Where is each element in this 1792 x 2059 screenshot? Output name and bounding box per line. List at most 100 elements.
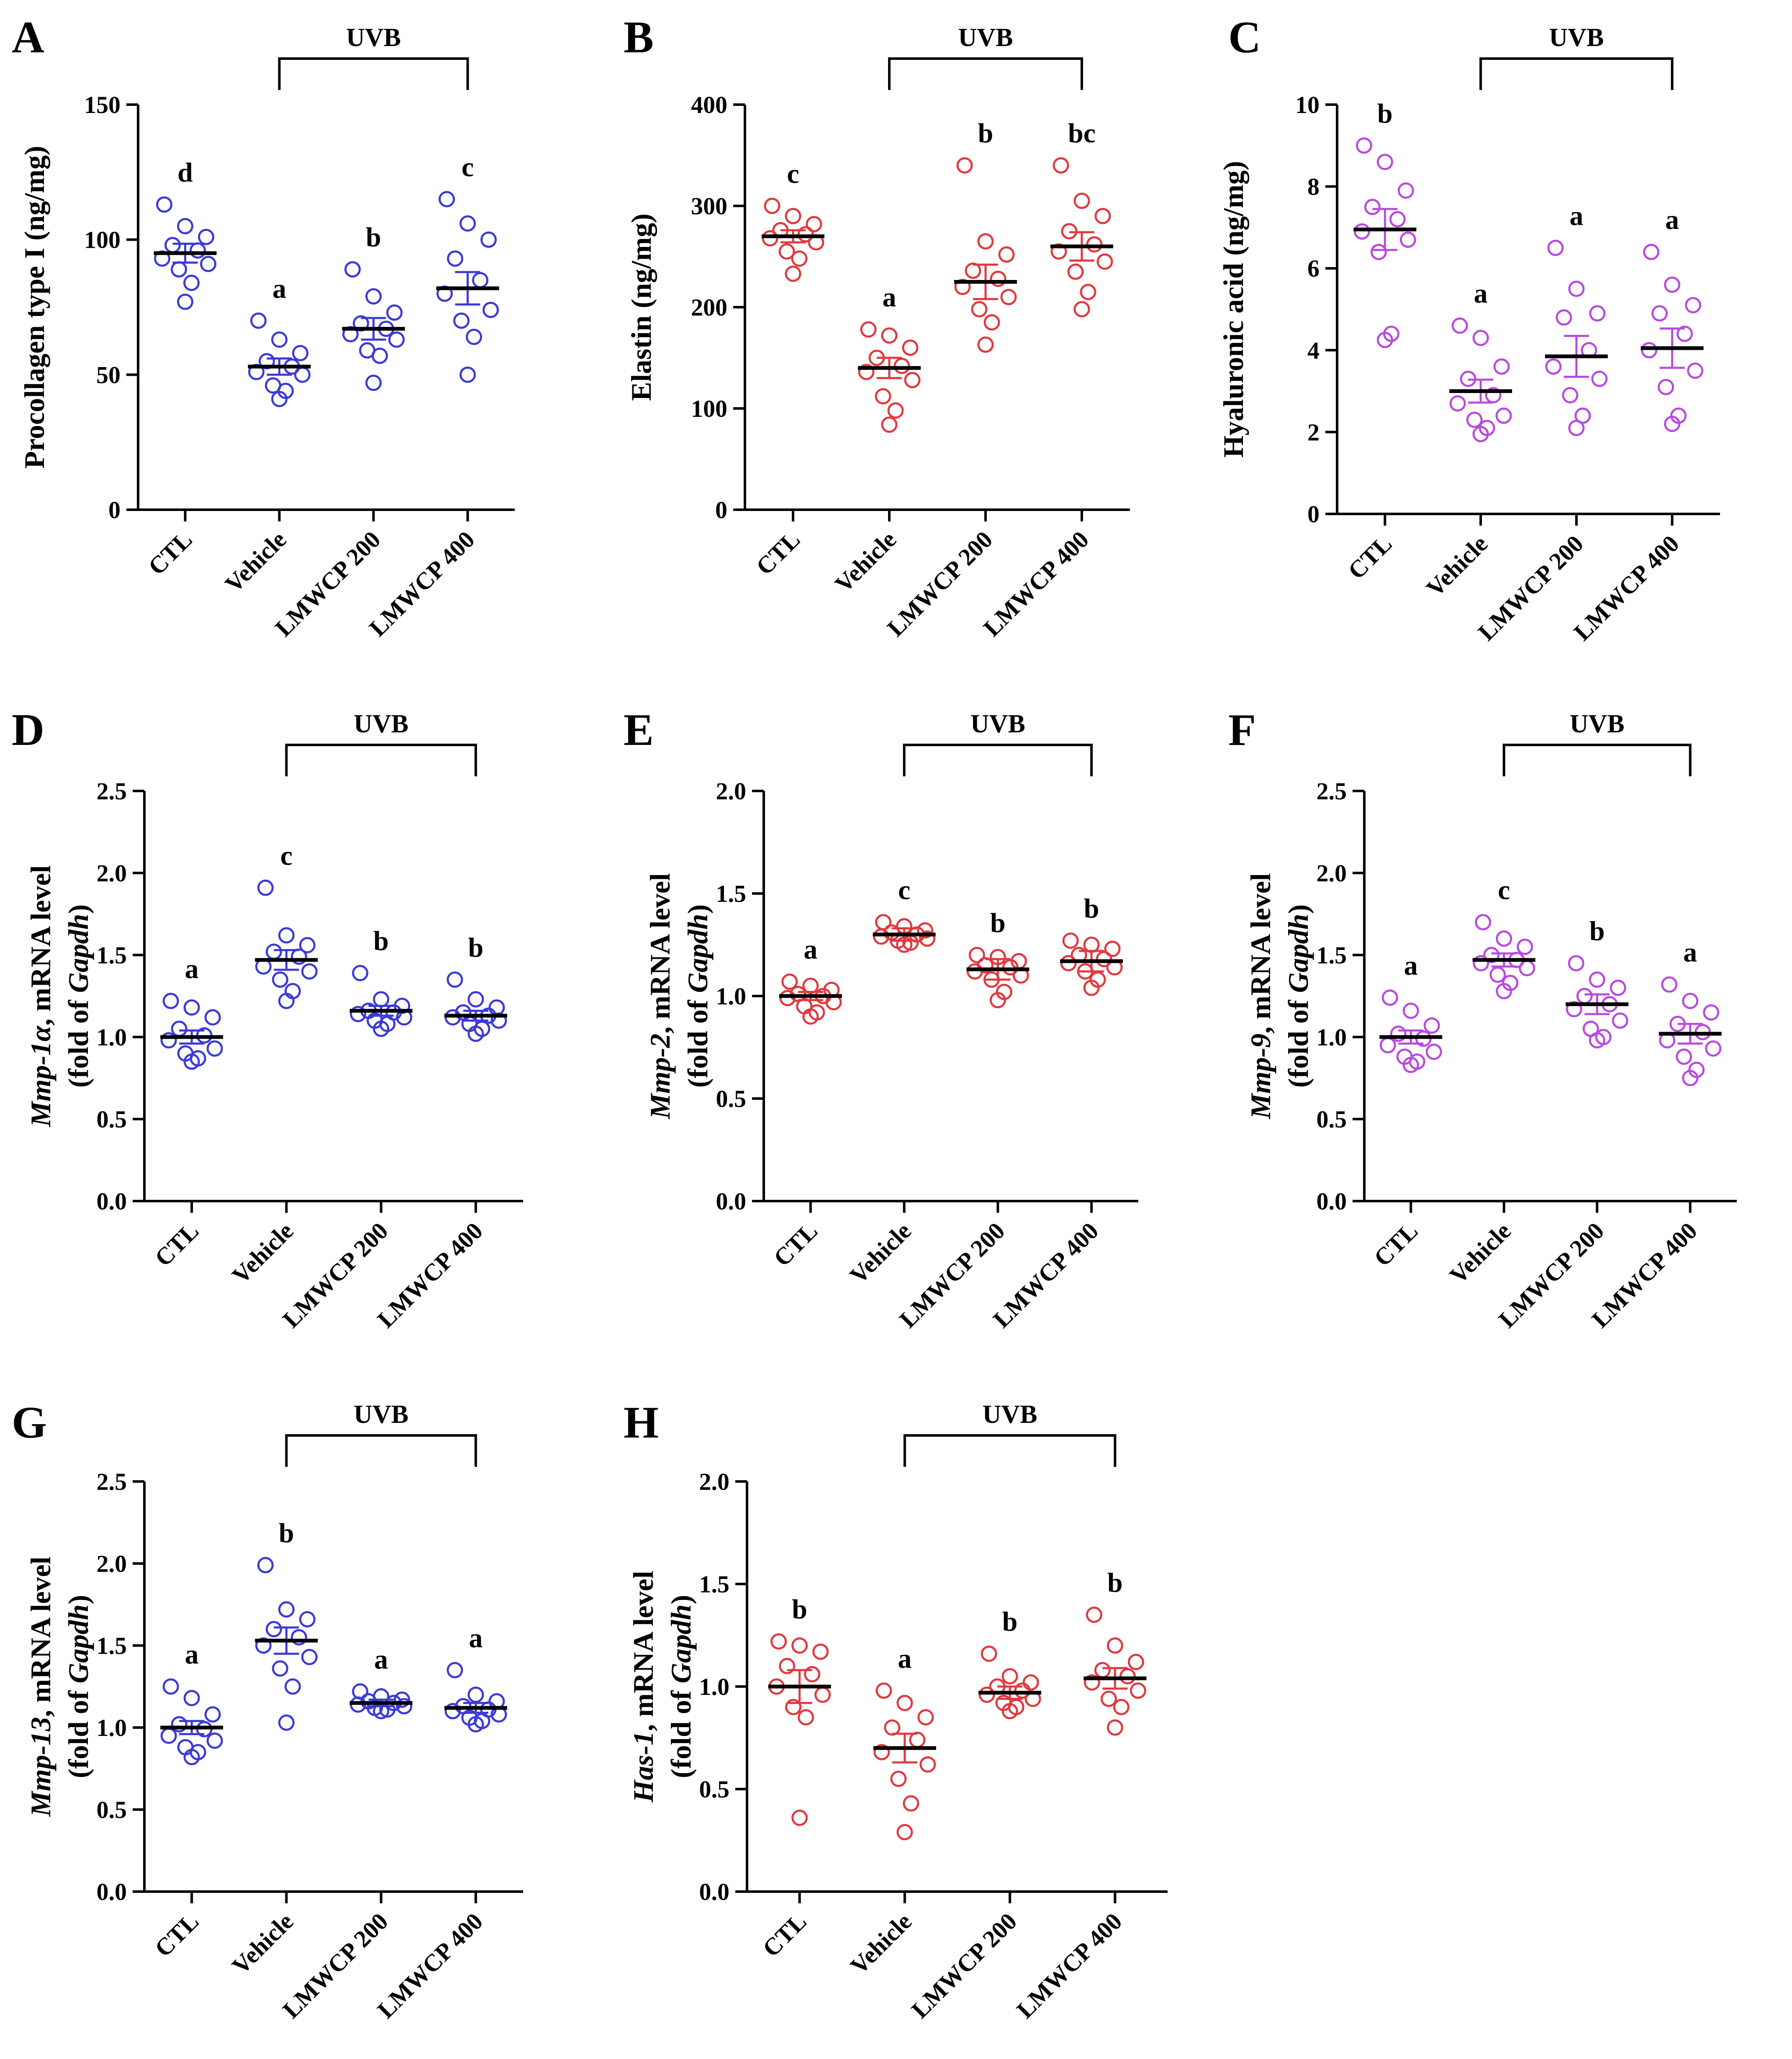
data-point [977,233,994,250]
data-point [447,1662,463,1679]
data-point [1083,1674,1100,1691]
y-tick-label: 1.5 [1317,942,1347,969]
panel-h: H 0.0 0.5 1.0 1.5 2.0 Has-1, mRNA level (fold o… [624,1398,1168,2023]
significance-letter: b [1084,893,1099,924]
data-point [1489,966,1506,983]
uvb-label: UVB [1549,23,1604,52]
data-point [1073,193,1090,209]
data-point [1094,208,1111,224]
data-point [160,1032,177,1049]
data-point [896,1694,913,1711]
data-point [480,231,497,248]
data-point [1664,276,1681,293]
significance-letter: b [279,1518,294,1548]
data-point [802,1008,819,1025]
data-point [1022,1674,1039,1691]
group-2: b [349,926,413,1037]
data-point [968,947,985,963]
data-point [1001,1668,1018,1684]
group-3: a [444,1623,507,1733]
x-tick-label: Vehicle [1421,530,1493,602]
data-point [204,1009,221,1026]
data-point [1612,1012,1628,1029]
x-tick-label: CTL [149,1217,204,1271]
data-point [804,1666,821,1683]
significance-letter: a [185,954,199,984]
data-point [352,965,369,981]
significance-letter: a [898,1643,911,1674]
group-2: b [954,118,1017,353]
data-point [290,1629,307,1646]
data-point [1495,407,1512,424]
x-tick-label: LMWCP 200 [906,1908,1022,2023]
significance-letter: d [177,157,193,188]
group-3: a [1658,937,1722,1086]
data-point [373,1020,390,1037]
y-tick-label: 0.0 [699,1878,730,1905]
data-point [386,304,403,321]
data-point [919,930,936,947]
y-axis-label: Mmp-13, mRNA level [25,1556,56,1817]
panel-letter: C [1228,13,1261,62]
data-point [1466,411,1483,428]
group-0: b [1353,98,1417,348]
significance-letter: a [374,1644,388,1675]
data-point [1610,979,1626,996]
uvb-label: UVB [354,710,408,738]
x-tick-label: CTL [149,1908,204,1962]
data-point [781,973,798,990]
data-point [164,237,181,254]
data-point [785,1699,802,1715]
panel-letter: E [624,705,654,755]
data-point [372,347,388,364]
y-tick-label: 2 [1307,418,1320,446]
data-point [350,1006,367,1022]
data-point [1127,1653,1144,1670]
data-point [806,216,822,233]
y-tick-label: 300 [691,193,727,220]
y-axis-label: Hyaluronic acid (ng/mg) [1217,161,1249,458]
y-tick-label: 150 [84,91,121,118]
x-tick-label: CTL [751,526,805,580]
y-tick-label: 2.0 [699,1468,730,1495]
y-tick-label: 2.0 [716,778,747,805]
data-point [1661,976,1678,993]
data-point [1053,157,1069,174]
data-point [1556,309,1572,326]
data-point [903,1795,919,1812]
data-point [1014,1682,1031,1699]
data-point [1591,370,1608,387]
data-point [460,366,476,383]
significance-letter: a [1683,937,1697,968]
group-1: c [255,840,318,1009]
data-point [439,191,455,208]
x-tick-label: Vehicle [227,1908,299,1979]
data-point [1566,1001,1582,1017]
data-point [388,331,405,348]
data-point [1389,211,1406,228]
data-point [294,366,311,383]
significance-letter: bc [1068,118,1096,149]
data-point [1451,317,1468,334]
data-point [779,1658,796,1674]
data-point [284,1678,301,1695]
panel-e: E 0.0 0.5 1.0 1.5 2.0 Mmp-2, mRNA level(fold o… [624,705,1138,1333]
data-point [785,265,801,282]
data-point [394,1691,411,1708]
data-point [1483,947,1500,963]
significance-letter: b [1589,916,1605,947]
group-3: b [1083,1568,1147,1736]
uvb-bracket [278,57,469,90]
data-point [785,208,801,224]
data-point [1083,937,1100,953]
data-point [1703,1004,1720,1021]
data-point [301,1648,318,1665]
data-point [890,1771,907,1787]
data-point [177,218,193,234]
data-point [365,288,382,305]
data-point [1364,199,1381,215]
panel-g: G 0.0 0.5 1.0 1.5 2.0 2.5 Mmp-13, mRNA level(fo… [12,1398,523,2023]
x-tick-label: Vehicle [227,1217,299,1289]
data-point [1547,239,1564,256]
